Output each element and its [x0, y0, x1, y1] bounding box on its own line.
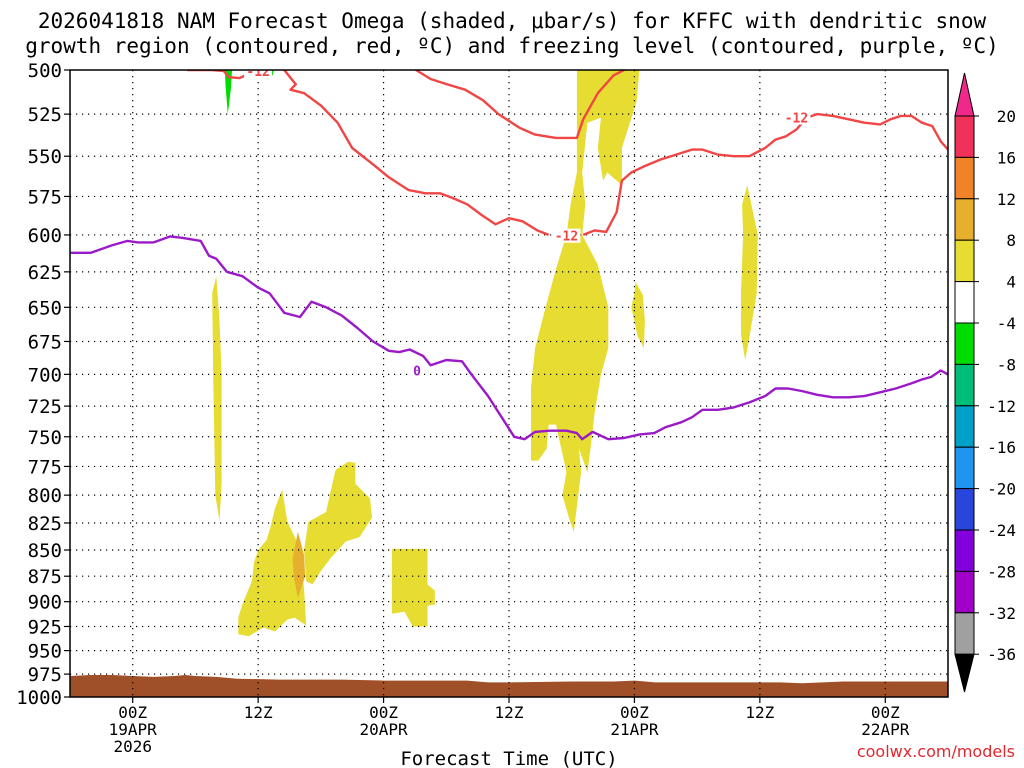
y-tick-label: 900	[28, 592, 62, 614]
x-tick-label: 00Z	[118, 703, 147, 722]
omega-region-4	[391, 548, 435, 627]
y-tick-label: 1000	[16, 687, 62, 709]
colorbar-label: -32	[987, 604, 1016, 623]
y-tick-label: 550	[28, 146, 62, 168]
colorbar-bin	[954, 612, 975, 655]
colorbar-label: 20	[997, 107, 1016, 126]
omega-region-3	[304, 461, 373, 585]
plot-frame	[69, 69, 949, 698]
contour-line-3	[582, 112, 948, 237]
colorbar-label: -20	[987, 480, 1016, 499]
y-tick-label: 525	[28, 104, 62, 126]
omega-region-5	[531, 70, 640, 532]
watermark: coolwx.com/models	[856, 742, 1015, 761]
omega-region-2	[292, 531, 306, 598]
contour-line-4	[70, 235, 948, 441]
omega-region-8	[224, 70, 232, 115]
x-tick-label: 22APR	[861, 720, 910, 739]
contour-line-2	[415, 70, 625, 140]
omega-shading-layer	[212, 70, 758, 637]
y-tick-label: 775	[28, 456, 62, 478]
y-tick-label: 625	[28, 262, 62, 284]
omega-region-6	[631, 281, 645, 349]
colorbar-bin	[954, 363, 975, 407]
colorbar-label: 16	[997, 148, 1016, 167]
colorbar-bin	[954, 405, 975, 448]
omega-region-1	[238, 489, 307, 637]
colorbar-bin	[954, 281, 975, 324]
colorbar-label: -4	[997, 314, 1016, 333]
x-tick-label: 12Z	[495, 703, 524, 722]
omega-region-0	[212, 276, 222, 521]
y-tick-label: 975	[28, 664, 62, 686]
x-tick-label: 21APR	[610, 720, 659, 739]
colorbar-bin	[954, 239, 975, 283]
y-tick-label: 575	[28, 186, 62, 208]
colorbar-bin	[954, 115, 975, 158]
contour-line-1	[283, 70, 550, 237]
y-tick-label: 675	[28, 331, 62, 353]
y-tick-label: 600	[28, 225, 62, 247]
colorbar-bottom-arrow	[954, 653, 975, 693]
contour-label-bg	[552, 228, 581, 243]
contour-label: -12	[555, 230, 578, 245]
contour-label: -12	[246, 65, 269, 80]
colorbar-bin	[954, 446, 975, 490]
colorbar-label: -36	[987, 645, 1016, 664]
y-tick-label: 850	[28, 540, 62, 562]
plot-frame-layer	[69, 69, 949, 698]
y-tick-label: 750	[28, 427, 62, 449]
x-axis-label: Forecast Time (UTC)	[400, 748, 617, 768]
contour-label-bg	[782, 110, 811, 125]
x-tick-label: 20APR	[359, 720, 408, 739]
y-tick-label: 800	[28, 485, 62, 507]
x-tick-label: 00Z	[620, 703, 649, 722]
x-tick-label: 2026	[113, 737, 152, 756]
colorbar-label: 4	[1006, 273, 1016, 292]
chart-title-line2: growth region (contoured, red, ºC) and f…	[25, 34, 999, 58]
colorbar-bin	[954, 488, 975, 531]
colorbar-bin	[954, 570, 975, 614]
x-tick-label: 00Z	[871, 703, 900, 722]
contour-label: 0	[413, 364, 421, 379]
y-tick-label: 700	[28, 364, 62, 386]
y-tick-label: 650	[28, 297, 62, 319]
y-tick-label: 950	[28, 641, 62, 663]
contour-label-bg	[411, 363, 424, 378]
contour-label-bg	[244, 70, 273, 78]
y-tick-label: 825	[28, 513, 62, 535]
colorbar-label: 12	[997, 190, 1016, 209]
x-tick-label: 12Z	[745, 703, 774, 722]
colorbar-label: -8	[997, 355, 1016, 374]
contour-label: -12	[785, 112, 808, 127]
x-tick-label: 19APR	[109, 720, 158, 739]
contour-layer: -12 -12 -12 0	[70, 65, 948, 441]
colorbar-bin	[954, 156, 975, 200]
omega-region-7	[741, 185, 758, 360]
colorbar-bin	[954, 529, 975, 572]
colorbar-label: 8	[1006, 231, 1016, 250]
y-tick-label: 925	[28, 616, 62, 638]
chart-title-line1: 2026041818 NAM Forecast Omega (shaded, μ…	[37, 9, 987, 33]
colorbar: 20 16 12 8 4 -4 -8 -12 -16 -20 -24 -28 -32 -36	[954, 72, 1016, 693]
colorbar-bin	[954, 198, 975, 241]
x-tick-label: 12Z	[244, 703, 273, 722]
y-tick-label: 875	[28, 566, 62, 588]
colorbar-bin	[954, 322, 975, 365]
grid-layer	[70, 70, 948, 697]
colorbar-label: -12	[987, 397, 1016, 416]
colorbar-label: -16	[987, 438, 1016, 457]
y-tick-label: 500	[28, 60, 62, 82]
y-axis: 500 525 550 575 600 625 650 675 700 725 750 775 800 8…	[16, 60, 70, 709]
terrain-fill	[70, 675, 948, 697]
colorbar-label: -28	[987, 562, 1016, 581]
terrain-layer	[70, 675, 948, 697]
colorbar-label: -24	[987, 521, 1016, 540]
y-tick-label: 725	[28, 396, 62, 418]
colorbar-top-arrow	[954, 72, 975, 117]
x-tick-label: 00Z	[369, 703, 398, 722]
